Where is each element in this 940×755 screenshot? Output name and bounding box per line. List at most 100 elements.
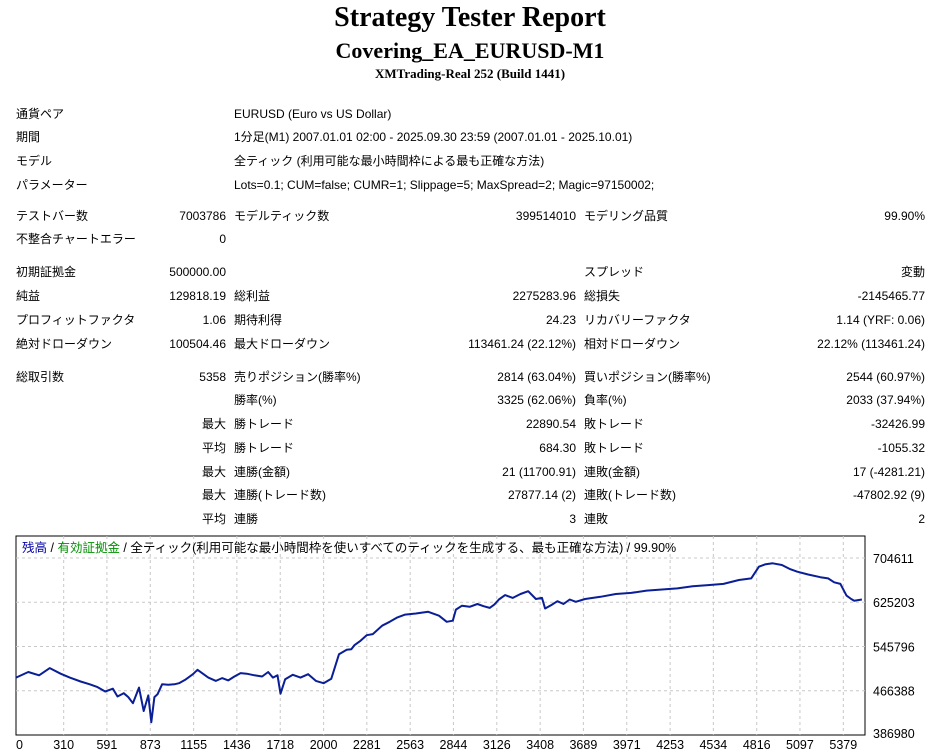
legend-equity: 有効証拠金 [57,540,120,555]
params-value: Lots=0.1; CUM=false; CUMR=1; Slippage=5;… [234,178,655,192]
deposit-label: 初期証拠金 [16,265,77,279]
chart-plot-frame [15,535,866,736]
x-tick-label: 5097 [786,738,814,752]
abs-dd-value: 100504.46 [169,337,226,351]
avg-cons-wins-value: 3 [569,512,576,526]
report-title: Strategy Tester Report [334,2,606,33]
y-tick-label: 704611 [873,552,914,566]
cons-losses-money-value: 17 (-4281.21) [852,465,925,479]
pf-value: 1.06 [202,313,226,327]
avg-win-label: 勝トレード [234,441,295,455]
ticks-value: 399514010 [515,209,576,223]
average-label: 平均 [201,441,226,455]
long-value: 2544 (60.97%) [846,370,925,384]
ticks-label: モデルティック数 [234,209,330,223]
gross-profit-value: 2275283.96 [512,289,576,303]
errors-value: 0 [219,232,226,246]
largest-win-value: 22890.54 [525,417,576,431]
avg-cons-wins-label: 連勝 [234,512,259,526]
period-label: 期間 [16,130,41,144]
spread-label: スプレッド [584,265,645,279]
max-cons-count-label: 最大 [201,488,226,502]
rel-dd-value: 22.12% (113461.24) [817,337,925,351]
deposit-value: 500000.00 [169,265,226,279]
chart-legend: 残高 / 有効証拠金 / 全ティック(利用可能な最小時間枠を使いすべてのティック… [22,540,676,555]
x-tick-label: 3689 [569,738,597,752]
net-label: 純益 [16,289,41,303]
win-pct-label: 勝率(%) [234,393,277,407]
payoff-value: 24.23 [545,313,576,327]
max-dd-label: 最大ドローダウン [234,337,331,351]
trades-value: 5358 [199,370,226,384]
x-tick-label: 3408 [526,738,554,752]
rf-value: 1.14 (YRF: 0.06) [836,313,925,327]
avg-loss-label: 敗トレード [584,441,645,455]
symbol-value: EURUSD (Euro vs US Dollar) [234,107,392,121]
gross-loss-value: -2145465.77 [857,289,925,303]
rel-dd-label: 相対ドローダウン [584,337,681,351]
cons-wins-money-label: 連勝(金額) [234,465,290,479]
x-tick-label: 4534 [699,738,727,752]
x-tick-label: 873 [140,738,161,752]
largest-label: 最大 [201,417,226,431]
max-dd-value: 113461.24 (22.12%) [468,337,576,351]
avg-cons-label: 平均 [201,512,226,526]
payoff-label: 期待利得 [234,313,283,327]
x-tick-label: 0 [16,738,23,752]
x-tick-label: 2563 [396,738,424,752]
chart-series [15,562,863,724]
x-tick-label: 3971 [613,738,641,752]
x-tick-label: 4816 [743,738,771,752]
short-label: 売りポジション(勝率%) [234,370,361,384]
model-label: モデル [16,154,53,168]
largest-win-label: 勝トレード [234,417,295,431]
report-server: XMTrading-Real 252 (Build 1441) [374,66,566,81]
cons-losses-count-value: -47802.92 (9) [852,488,925,502]
avg-cons-losses-label: 連敗 [584,512,609,526]
abs-dd-label: 絶対ドローダウン [16,337,113,351]
largest-loss-label: 敗トレード [584,417,645,431]
x-tick-labels: 0 310 591 873 1155 1436 1718 2000 2281 2563 2844 31… [16,738,857,752]
y-tick-label: 625203 [873,596,915,610]
period-value: 1分足(M1) 2007.01.01 02:00 - 2025.09.30 23… [234,130,633,144]
gross-loss-label: 総損失 [584,289,621,303]
balance-chart: 残高 / 有効証拠金 / 全ティック(利用可能な最小時間枠を使いすべてのティック… [15,535,915,752]
avg-win-value: 684.30 [539,441,576,455]
model-value: 全ティック (利用可能な最小時間枠による最も正確な方法) [234,154,545,168]
legend-rest: / 全ティック(利用可能な最小時間枠を使いすべてのティックを生成する、最も正確な… [120,540,676,555]
avg-loss-value: -1055.32 [877,441,925,455]
trades-label: 総取引数 [16,370,65,384]
balance-line [15,562,863,724]
bars-value: 7003786 [179,209,226,223]
x-tick-label: 5379 [829,738,857,752]
y-tick-label: 466388 [873,685,915,699]
x-tick-label: 1718 [266,738,294,752]
gross-profit-label: 総利益 [234,289,271,303]
errors-label: 不整合チャートエラー [16,232,136,246]
spread-value: 変動 [900,265,925,279]
cons-wins-money-value: 21 (11700.91) [502,465,576,479]
x-tick-label: 2281 [353,738,381,752]
x-tick-label: 4253 [656,738,684,752]
pf-label: プロフィットファクタ [16,313,136,327]
y-tick-label: 386980 [873,727,915,741]
rf-label: リカバリーファクタ [584,313,691,327]
x-tick-label: 310 [53,738,74,752]
cons-wins-count-label: 連勝(トレード数) [234,488,326,502]
cons-wins-count-value: 27877.14 (2) [507,488,576,502]
cons-losses-money-label: 連敗(金額) [584,465,640,479]
avg-cons-losses-value: 2 [918,512,925,526]
largest-loss-value: -32426.99 [870,417,925,431]
max-cons-money-label: 最大 [201,465,226,479]
x-tick-label: 3126 [483,738,511,752]
legend-balance: 残高 [22,540,47,555]
symbol-label: 通貨ペア [16,107,65,121]
quality-label: モデリング品質 [584,209,669,223]
win-pct-value: 3325 (62.06%) [497,393,576,407]
x-tick-label: 2000 [310,738,338,752]
bars-label: テストバー数 [16,209,89,223]
params-label: パラメーター [16,178,88,192]
loss-pct-label: 負率(%) [584,393,627,407]
x-tick-label: 591 [96,738,117,752]
long-label: 買いポジション(勝率%) [584,370,711,384]
